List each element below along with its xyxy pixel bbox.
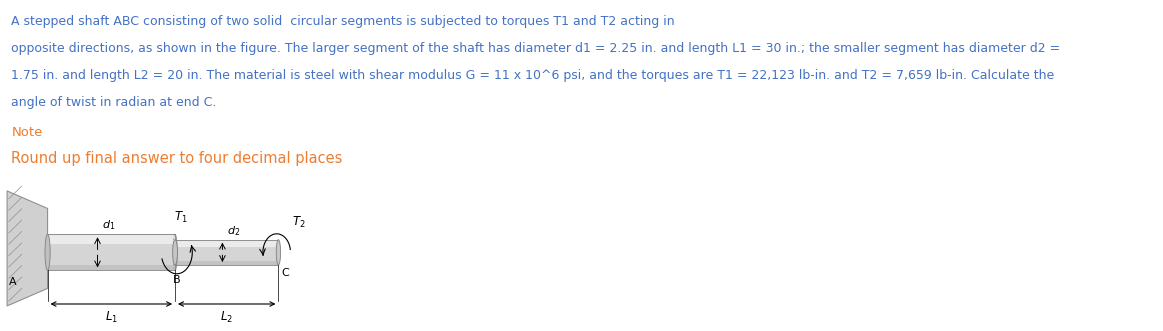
Polygon shape [7, 191, 48, 306]
Ellipse shape [172, 240, 178, 265]
Text: $L_1$: $L_1$ [105, 310, 117, 325]
Bar [176, 240, 278, 247]
Text: Round up final answer to four decimal places: Round up final answer to four decimal pl… [12, 152, 343, 166]
Text: A stepped shaft ABC consisting of two solid  circular segments is subjected to t: A stepped shaft ABC consisting of two so… [12, 16, 675, 28]
Text: B: B [173, 275, 180, 285]
Text: A: A [9, 277, 16, 287]
Text: opposite directions, as shown in the figure. The larger segment of the shaft has: opposite directions, as shown in the fig… [12, 42, 1061, 55]
Text: $T_1$: $T_1$ [174, 210, 188, 225]
Text: 1.75 in. and length L2 = 20 in. The material is steel with shear modulus G = 11 : 1.75 in. and length L2 = 20 in. The mate… [12, 69, 1055, 82]
Text: $L_2$: $L_2$ [220, 310, 234, 325]
Ellipse shape [45, 234, 50, 270]
Text: $d_1$: $d_1$ [102, 218, 115, 232]
Ellipse shape [277, 240, 280, 265]
Text: $d_2$: $d_2$ [227, 224, 240, 238]
Text: angle of twist in radian at end C.: angle of twist in radian at end C. [12, 96, 216, 109]
Bar [176, 261, 278, 265]
Bar [48, 265, 176, 270]
Text: C: C [281, 268, 288, 278]
Bar [176, 240, 278, 265]
Bar [48, 235, 176, 244]
Text: $T_2$: $T_2$ [292, 215, 306, 230]
Bar [48, 234, 176, 270]
Text: Note: Note [12, 125, 43, 139]
